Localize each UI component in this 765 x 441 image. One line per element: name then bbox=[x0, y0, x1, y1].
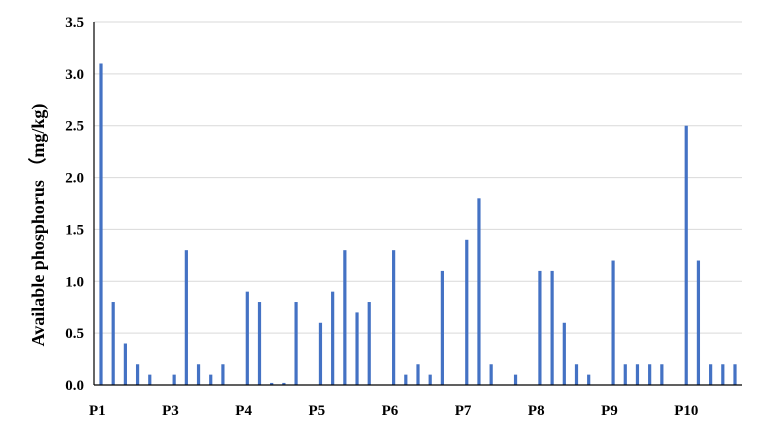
gridlines bbox=[94, 21, 742, 334]
y-tick-labels: 0.0 0.5 1.0 1.5 2.0 2.5 3.0 3.5 bbox=[65, 15, 84, 394]
bar bbox=[733, 364, 737, 385]
bar bbox=[635, 364, 640, 385]
y-tick-label: 1.5 bbox=[65, 222, 84, 238]
y-tick-label: 1.0 bbox=[65, 274, 84, 290]
bar bbox=[538, 270, 542, 385]
y-axis-title: Available phosphorus （mg/kg) bbox=[28, 104, 49, 347]
bar bbox=[209, 374, 213, 385]
bar bbox=[404, 374, 408, 385]
x-tick-label: P5 bbox=[308, 403, 325, 419]
bar bbox=[550, 270, 554, 385]
bar bbox=[245, 291, 249, 385]
x-tick-label: P3 bbox=[162, 403, 179, 419]
bar bbox=[392, 250, 396, 385]
bar bbox=[709, 364, 713, 385]
bar bbox=[440, 270, 444, 385]
bar bbox=[477, 198, 481, 385]
bar bbox=[282, 382, 286, 385]
bar bbox=[184, 250, 188, 385]
bar bbox=[172, 374, 176, 385]
bar bbox=[318, 322, 323, 385]
bars bbox=[99, 63, 737, 386]
bar bbox=[99, 63, 103, 386]
bar bbox=[135, 364, 140, 385]
bar bbox=[513, 374, 518, 385]
bar bbox=[331, 291, 335, 385]
axes bbox=[93, 22, 742, 386]
y-tick-label: 2.0 bbox=[65, 171, 84, 187]
bar bbox=[428, 374, 432, 385]
bar bbox=[660, 364, 664, 385]
bar bbox=[721, 364, 725, 385]
bar bbox=[587, 374, 591, 385]
x-tick-label: P8 bbox=[528, 403, 545, 419]
x-tick-label: P7 bbox=[455, 403, 472, 419]
x-tick-label: P9 bbox=[601, 403, 618, 419]
bar bbox=[416, 364, 420, 385]
bar bbox=[123, 343, 127, 385]
x-tick-label: P1 bbox=[89, 403, 106, 419]
bar bbox=[111, 302, 115, 385]
bar bbox=[294, 302, 298, 385]
bar bbox=[648, 364, 652, 385]
bar bbox=[257, 302, 262, 385]
bar bbox=[489, 364, 493, 385]
bar bbox=[562, 322, 566, 385]
bar bbox=[343, 250, 347, 385]
bar bbox=[367, 302, 371, 385]
x-tick-labels: P1 P3 P4 P5 P6 P7 P8 P9 P10 bbox=[89, 403, 698, 419]
bar bbox=[196, 364, 201, 385]
y-tick-label: 2.5 bbox=[65, 119, 84, 135]
y-tick-label: 0.0 bbox=[65, 378, 84, 394]
bar bbox=[574, 364, 579, 385]
x-tick-label: P10 bbox=[674, 403, 698, 419]
bar bbox=[611, 260, 615, 385]
bar bbox=[465, 239, 469, 385]
x-tick-label: P4 bbox=[235, 403, 252, 419]
bar bbox=[270, 382, 274, 385]
bar bbox=[355, 312, 359, 385]
bar bbox=[684, 125, 688, 386]
bar bbox=[696, 260, 701, 385]
y-tick-label: 0.5 bbox=[65, 326, 84, 342]
y-tick-label: 3.5 bbox=[65, 15, 84, 31]
bar bbox=[148, 374, 152, 385]
bar bbox=[623, 364, 627, 385]
bar bbox=[221, 364, 225, 385]
y-tick-label: 3.0 bbox=[65, 67, 84, 83]
x-tick-label: P6 bbox=[382, 403, 399, 419]
